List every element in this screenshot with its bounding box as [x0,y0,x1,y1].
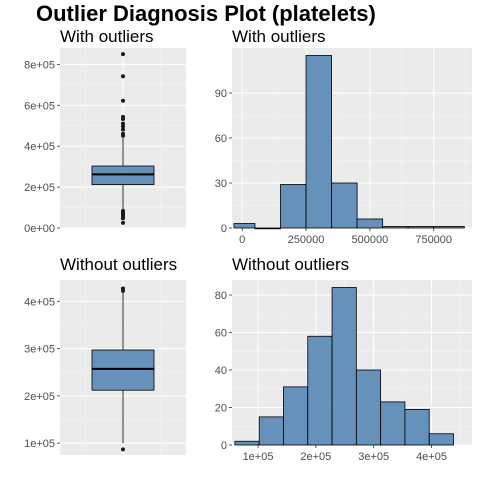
histogram-bar [233,223,256,229]
histogram-bar [234,440,260,446]
box-with-panel: With outliers 0e+00 2e+05 4e+05 6e+05 8e+05 [24,27,186,235]
panel-title: With outliers [60,27,154,46]
box-without-panel: Without outliers 1e+05 2e+05 3e+05 4e+05 [24,255,186,455]
panel-title: Without outliers [60,255,177,274]
histogram-bar [331,287,357,446]
histogram-bar [355,369,382,446]
x-tick-label: 1e+05 [243,451,274,463]
y-tick-label: 1e+05 [24,438,55,450]
y-tick-label: 40 [215,365,227,377]
y-tick-label: 90 [215,88,227,100]
panel-title: With outliers [232,27,326,46]
x-tick-label: 500000 [352,234,389,246]
y-tick-label: 60 [215,328,227,340]
outlier-point [121,220,125,225]
x-tick-label: 250000 [288,234,325,246]
histogram-bar [305,55,332,229]
x-tick-label: 0 [239,234,245,246]
hist-without-panel: Without outliers 0 20 40 60 80 1e+05 2e+05 3e+05… [215,255,472,463]
iqr-box [91,349,155,391]
outlier-point [121,447,125,452]
y-tick-label: 80 [215,290,227,302]
y-tick-label: 60 [215,133,227,145]
histogram-bar [307,335,333,446]
y-tick-label: 8e+05 [24,59,55,71]
y-tick-label: 0e+00 [24,223,55,235]
x-tick-label: 3e+05 [358,451,389,463]
outlier-point [121,116,125,121]
y-tick-label: 30 [215,178,227,190]
y-tick-label: 4e+05 [24,296,55,308]
y-tick-label: 4e+05 [24,141,55,153]
y-tick-label: 2e+05 [24,182,55,194]
panel-title: Without outliers [232,255,349,274]
outlier-point [121,124,125,129]
panels: With outliers0e+002e+054e+056e+058e+05Wi… [24,27,472,463]
hist-with-panel: With outliers 0 30 60 90 0 250000 500000 750000 [215,27,472,246]
figure-title: Outlier Diagnosis Plot (platelets) [36,1,376,26]
histogram-bar [382,226,409,229]
x-tick-label: 2e+05 [300,451,331,463]
histogram-bar [280,184,307,229]
histogram-bar [331,182,358,229]
x-tick-label: 750000 [415,234,452,246]
outlier-point [121,133,125,138]
histogram-bar [404,408,430,446]
histogram-bar [283,386,309,446]
outlier-point [121,98,125,103]
y-tick-label: 2e+05 [24,391,55,403]
outlier-point [121,52,125,57]
histogram-bar [258,416,284,446]
histogram-bar [254,227,281,230]
y-tick-label: 6e+05 [24,100,55,112]
x-tick-label: 4e+05 [416,451,447,463]
histogram-bar [407,226,435,229]
y-tick-label: 3e+05 [24,344,55,356]
outlier-point [121,288,125,293]
histogram-bar [380,401,406,446]
histogram-bar [356,218,384,229]
y-tick-label: 20 [215,403,227,415]
histogram-bar [428,433,454,446]
y-tick-label: 0 [221,440,227,452]
y-tick-label: 0 [221,223,227,235]
histogram-bar [433,226,465,229]
outlier-point [121,74,125,79]
outlier-point [121,216,125,221]
outlier-point [121,127,125,132]
